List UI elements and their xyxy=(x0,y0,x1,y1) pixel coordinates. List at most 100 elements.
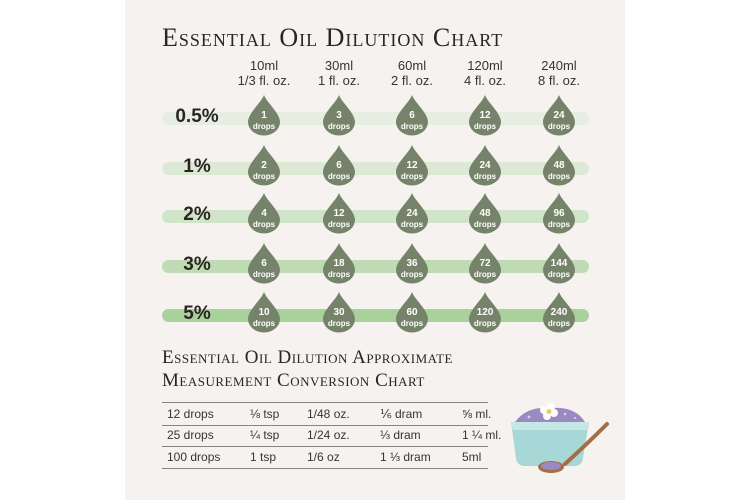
drop-count-badge: 96 drops xyxy=(542,192,576,234)
drop-count-badge: 12 drops xyxy=(322,192,356,234)
drop-count: 48 xyxy=(553,160,565,171)
drop-count: 12 xyxy=(333,208,345,219)
drop-count-badge: 144 drops xyxy=(542,242,576,284)
drop-count-badge: 12 drops xyxy=(468,94,502,136)
drop-unit: drops xyxy=(547,319,571,328)
droplet-icon xyxy=(396,243,428,284)
volume-ml: 240ml xyxy=(541,58,577,73)
conversion-cell: 12 drops xyxy=(167,407,214,421)
drop-count-badge: 240 drops xyxy=(542,291,576,333)
dilution-percent: 3% xyxy=(183,254,211,275)
drop-count-badge: 10 drops xyxy=(247,291,281,333)
conversion-cell: ¼ tsp xyxy=(250,428,280,442)
drop-unit: drops xyxy=(547,122,571,131)
drop-count: 10 xyxy=(258,307,270,318)
drop-count-badge: 1 drops xyxy=(247,94,281,136)
drop-count-badge: 60 drops xyxy=(395,291,429,333)
conversion-cell: 25 drops xyxy=(167,428,214,442)
bowl-rim xyxy=(511,422,589,430)
conversion-cell: 1/24 oz. xyxy=(307,428,350,442)
drop-count: 12 xyxy=(479,110,491,121)
droplet-icon xyxy=(323,193,355,234)
droplet-icon xyxy=(543,243,575,284)
volume-ml: 30ml xyxy=(324,58,354,73)
conversion-row: 12 drops ⅛ tsp 1/48 oz. ⅙ dram ⅝ ml. xyxy=(162,402,492,426)
drop-unit: drops xyxy=(327,122,351,131)
drop-unit: drops xyxy=(400,220,424,229)
dilution-chart-sheet: Essential Oil Dilution Chart 10ml 1/3 fl.… xyxy=(125,0,625,500)
droplet-icon xyxy=(396,193,428,234)
conversion-row: 100 drops 1 tsp 1/6 oz 1 ⅓ dram 5ml xyxy=(162,446,488,469)
droplet-icon xyxy=(469,292,501,333)
drop-count: 1 xyxy=(261,110,267,121)
drop-count-badge: 72 drops xyxy=(468,242,502,284)
conversion-cell: 1 ⅓ dram xyxy=(380,450,431,464)
drop-unit: drops xyxy=(327,220,351,229)
conversion-title-line1: Essential Oil Dilution Approximate xyxy=(162,347,453,368)
droplet-icon xyxy=(396,145,428,186)
conversion-row: 25 drops ¼ tsp 1/24 oz. ⅓ dram 1 ¼ ml. xyxy=(162,424,501,447)
drop-count: 24 xyxy=(553,110,565,121)
volume-oz: 8 fl. oz. xyxy=(538,73,580,88)
drop-count: 6 xyxy=(409,110,415,121)
flower-icon xyxy=(540,403,558,420)
drop-count: 6 xyxy=(261,258,267,269)
dilution-percent: 1% xyxy=(183,156,211,177)
conversion-cell: ⅝ ml. xyxy=(462,407,492,421)
drop-unit: drops xyxy=(473,270,497,279)
drop-unit: drops xyxy=(473,220,497,229)
droplet-icon xyxy=(248,95,280,136)
drop-unit: drops xyxy=(473,319,497,328)
drop-count: 3 xyxy=(336,110,342,121)
drop-unit: drops xyxy=(473,172,497,181)
drop-count-badge: 48 drops xyxy=(468,192,502,234)
volume-oz: 1 fl. oz. xyxy=(318,73,360,88)
droplet-icon xyxy=(543,145,575,186)
drop-count: 12 xyxy=(406,160,418,171)
volume-header: 120ml 4 fl. oz. xyxy=(450,58,520,88)
drop-count-badge: 120 drops xyxy=(468,291,502,333)
droplet-icon xyxy=(248,145,280,186)
drop-count: 24 xyxy=(479,160,491,171)
droplet-icon xyxy=(323,292,355,333)
drop-unit: drops xyxy=(327,172,351,181)
bowl-body xyxy=(511,422,589,466)
drop-count-badge: 30 drops xyxy=(322,291,356,333)
droplet-icon xyxy=(323,95,355,136)
volume-header: 60ml 2 fl. oz. xyxy=(377,58,447,88)
drop-count-badge: 24 drops xyxy=(395,192,429,234)
drop-count: 60 xyxy=(406,307,418,318)
drop-count: 18 xyxy=(333,258,345,269)
drop-count: 240 xyxy=(550,307,568,318)
spoon-salt xyxy=(541,462,561,470)
drop-unit: drops xyxy=(252,172,276,181)
volume-header: 10ml 1/3 fl. oz. xyxy=(229,58,299,88)
volume-oz: 4 fl. oz. xyxy=(464,73,506,88)
volume-oz: 1/3 fl. oz. xyxy=(237,73,291,88)
salt-speck xyxy=(527,415,531,419)
conversion-cell: 5ml xyxy=(462,450,482,464)
drop-count-badge: 3 drops xyxy=(322,94,356,136)
drop-unit: drops xyxy=(327,319,351,328)
salt-speck xyxy=(563,412,567,416)
conversion-cell: ⅓ dram xyxy=(380,428,421,442)
droplet-icon xyxy=(543,193,575,234)
drop-unit: drops xyxy=(400,270,424,279)
drop-unit: drops xyxy=(547,270,571,279)
drop-count: 36 xyxy=(406,258,418,269)
drop-unit: drops xyxy=(252,220,276,229)
drop-count-badge: 24 drops xyxy=(542,94,576,136)
drop-count-badge: 2 drops xyxy=(247,144,281,186)
drop-unit: drops xyxy=(400,172,424,181)
droplet-icon xyxy=(323,145,355,186)
volume-ml: 120ml xyxy=(467,58,503,73)
drop-count: 120 xyxy=(476,307,494,318)
drop-count: 24 xyxy=(406,208,418,219)
droplet-icon xyxy=(543,292,575,333)
drop-count: 4 xyxy=(261,208,267,219)
drop-unit: drops xyxy=(252,270,276,279)
conversion-title: Essential Oil Dilution Approximate Measu… xyxy=(162,346,582,392)
droplet-icon xyxy=(543,95,575,136)
droplet-icon xyxy=(248,193,280,234)
droplet-icon xyxy=(248,243,280,284)
